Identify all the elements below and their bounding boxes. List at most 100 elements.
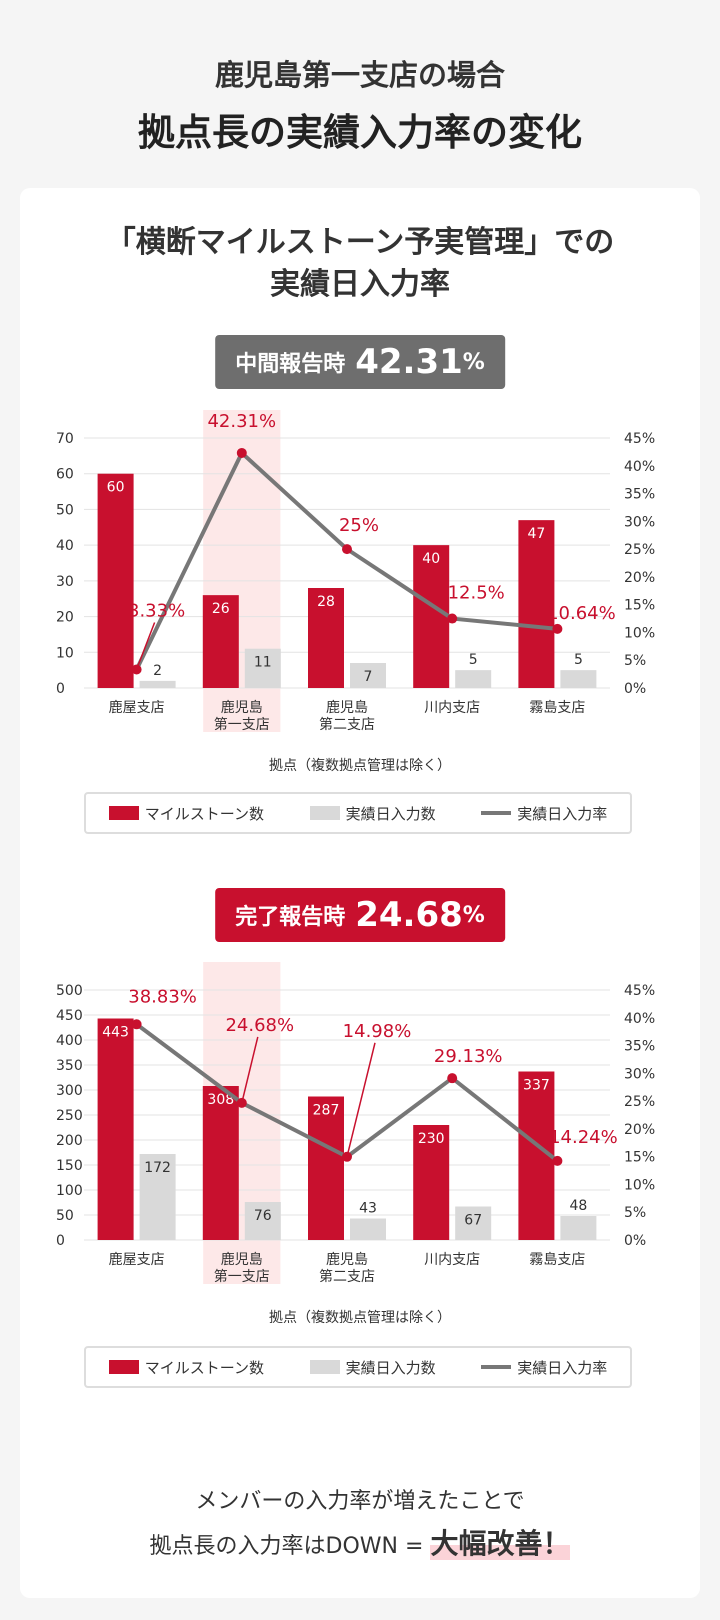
- y2-tick-label: 40%: [624, 1011, 655, 1027]
- rate-data-label: 38.83%: [128, 986, 197, 1007]
- bar-value-label: 60: [107, 480, 125, 496]
- legend-swatch-gray: [309, 1360, 340, 1374]
- rate-leader-line: [241, 1036, 259, 1104]
- y-tick-label: 10: [56, 645, 74, 661]
- x-tick-label: 鹿児島: [326, 699, 368, 716]
- x-tick-label: 第一支店: [214, 1268, 270, 1285]
- y-tick-label: 0: [56, 1233, 65, 1249]
- bar-input-count: [244, 1202, 281, 1240]
- y2-tick-label: 20%: [624, 570, 655, 586]
- y-tick-label: 400: [56, 1033, 83, 1049]
- bar-value-label: 26: [212, 601, 230, 617]
- x-tick-label: 霧島支店: [529, 1252, 585, 1268]
- y2-tick-label: 10%: [624, 1177, 655, 1193]
- bar-value-label: 337: [523, 1078, 550, 1094]
- chart-legend-1: マイルストーン数 実績日入力数 実績日入力率: [84, 792, 632, 834]
- card-title-line1: 「横断マイルストーン予実管理」での: [105, 225, 615, 260]
- bar-input-count: [455, 670, 492, 688]
- y2-tick-label: 45%: [624, 983, 655, 999]
- rate-point: [447, 1073, 458, 1084]
- summary-emphasis: 大幅改善！: [430, 1527, 571, 1561]
- card-title: 「横断マイルストーン予実管理」での 実績日入力率: [20, 222, 700, 306]
- interim-report-badge: 中間報告時 42.31 %: [215, 335, 505, 389]
- bar-value-label: 48: [569, 1198, 587, 1214]
- legend-swatch-gray: [309, 806, 340, 820]
- legend-label: 実績日入力数: [345, 804, 436, 823]
- bar-input-count: [139, 1154, 176, 1240]
- badge-unit: %: [462, 902, 485, 928]
- bar-value-label: 43: [359, 1201, 377, 1217]
- rate-data-label: 10.64%: [547, 603, 616, 624]
- badge-label: 完了報告時: [235, 905, 346, 930]
- y-tick-label: 50: [56, 502, 74, 518]
- x-tick-label: 鹿児島: [326, 1251, 368, 1268]
- y2-tick-label: 25%: [624, 1094, 655, 1110]
- y2-tick-label: 5%: [624, 653, 646, 669]
- bar-input-count: [350, 663, 386, 688]
- page-title: 拠点長の実績入力率の変化: [138, 111, 582, 154]
- page-subtitle: 鹿児島第一支店の場合: [214, 58, 505, 92]
- rate-data-label: 14.24%: [549, 1127, 618, 1148]
- rate-data-label: 24.68%: [225, 1015, 294, 1036]
- bar-milestones: [97, 1018, 134, 1240]
- y-tick-label: 350: [56, 1058, 83, 1074]
- y2-tick-label: 15%: [624, 1150, 655, 1166]
- bar-milestones: [308, 588, 344, 688]
- bar-milestones: [413, 545, 450, 688]
- summary-text: メンバーの入力率が増えたことで 拠点長の入力率はDOWN = 大幅改善！: [20, 1483, 700, 1568]
- badge-value: 42.31: [355, 342, 463, 382]
- legend-line: [481, 811, 512, 815]
- bar-value-label: 11: [254, 655, 272, 671]
- y-tick-label: 300: [56, 1083, 83, 1099]
- bar-input-count: [560, 1216, 597, 1240]
- bar-milestones: [308, 1096, 344, 1240]
- y-tick-label: 150: [56, 1158, 83, 1174]
- rate-point: [447, 613, 458, 624]
- x-tick-label: 第二支店: [319, 716, 375, 733]
- bar-input-count: [455, 1206, 492, 1240]
- bar-input-count: [244, 648, 281, 688]
- rate-point: [342, 1151, 352, 1162]
- bar-input-count: [560, 670, 597, 688]
- rate-point: [131, 1019, 142, 1030]
- rate-line: [134, 450, 558, 671]
- card-title-line2: 実績日入力率: [270, 267, 450, 302]
- bar-value-label: 287: [313, 1103, 340, 1119]
- final-chart: 0 50 100 150 200 250 300 350 400 450 500 0% 5% 10% 15%…: [56, 962, 655, 1326]
- bar-value-label: 28: [317, 594, 335, 610]
- x-tick-label: 鹿屋支店: [109, 1251, 165, 1268]
- bar-milestones: [202, 1086, 239, 1240]
- chart-legend-2: マイルストーン数 実績日入力数 実績日入力率: [84, 1346, 632, 1388]
- legend-label: マイルストーン数: [144, 1358, 265, 1377]
- y-tick-label: 100: [56, 1183, 83, 1199]
- legend-line: [481, 1365, 512, 1369]
- y2-tick-label: 35%: [624, 1039, 655, 1055]
- bar-value-label: 7: [364, 669, 373, 685]
- legend-label: 実績日入力数: [345, 1358, 436, 1377]
- badge-value: 24.68: [355, 895, 463, 935]
- bar-milestones: [97, 473, 134, 688]
- bar-value-label: 67: [464, 1213, 482, 1229]
- rate-leader-line: [135, 622, 156, 670]
- legend-item-input-rate: 実績日入力率: [481, 1357, 607, 1378]
- y2-tick-label: 30%: [624, 514, 655, 530]
- rate-data-label: 3.33%: [128, 601, 185, 622]
- bar-value-label: 172: [144, 1160, 171, 1176]
- rate-leader-line: [346, 1042, 376, 1157]
- bar-value-label: 443: [102, 1025, 129, 1041]
- legend-item-input-count: 実績日入力数: [309, 1357, 436, 1378]
- legend-swatch-red: [108, 1360, 139, 1374]
- badge-label: 中間報告時: [235, 352, 346, 377]
- legend-label: 実績日入力率: [517, 804, 608, 823]
- content-card: 「横断マイルストーン予実管理」での 実績日入力率 中間報告時 42.31 % 0…: [20, 188, 700, 1598]
- rate-data-label: 42.31%: [207, 411, 276, 432]
- badge-unit: %: [462, 349, 485, 375]
- bar-milestones: [413, 1125, 450, 1240]
- y2-tick-label: 15%: [624, 598, 655, 614]
- y-tick-label: 250: [56, 1108, 83, 1124]
- bar-value-label: 76: [254, 1208, 272, 1224]
- legend-item-input-count: 実績日入力数: [309, 803, 436, 824]
- y2-tick-label: 40%: [624, 459, 655, 475]
- legend-item-milestones: マイルストーン数: [108, 1357, 265, 1378]
- bar-input-count: [139, 680, 176, 688]
